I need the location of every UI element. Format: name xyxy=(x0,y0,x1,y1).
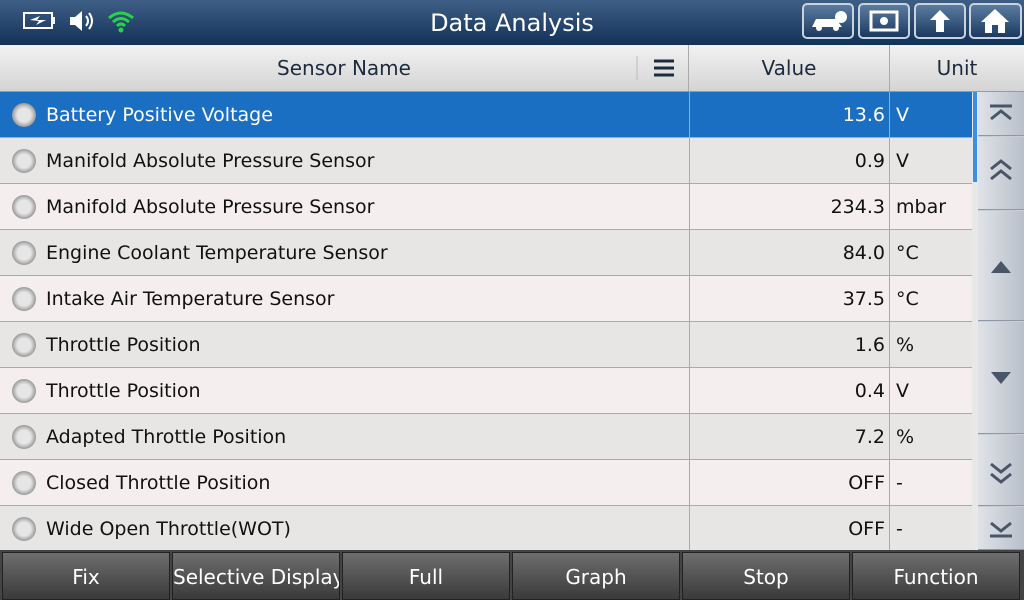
sensor-value: 13.6 xyxy=(689,92,885,137)
sensor-unit: V xyxy=(889,138,972,183)
footer-button[interactable]: Graph xyxy=(512,552,680,600)
footer-button[interactable]: Function xyxy=(852,552,1020,600)
sensor-name: Closed Throttle Position xyxy=(46,472,271,494)
row-radio[interactable] xyxy=(12,195,36,219)
sensor-value: OFF xyxy=(689,460,885,505)
page-down-button[interactable] xyxy=(978,435,1024,506)
scroll-top-button[interactable] xyxy=(978,92,1024,136)
sensor-value: 37.5 xyxy=(689,276,885,321)
sensor-value: 234.3 xyxy=(689,184,885,229)
wifi-icon xyxy=(108,11,134,28)
battery-tip xyxy=(52,17,55,24)
column-header: Unit xyxy=(936,56,978,80)
sensor-value: 84.0 xyxy=(689,230,885,275)
row-radio[interactable] xyxy=(12,517,36,541)
row-radio[interactable] xyxy=(12,333,36,357)
screen-title: Data Analysis xyxy=(430,9,594,37)
column-header: Value xyxy=(689,45,890,91)
sensor-unit: - xyxy=(889,460,972,505)
sensor-name: Adapted Throttle Position xyxy=(46,426,287,448)
sensor-unit: % xyxy=(889,414,972,459)
table-row[interactable]: Battery Positive Voltage 13.6 V xyxy=(0,92,972,138)
sensor-value: OFF xyxy=(689,506,885,551)
sensor-value: 0.4 xyxy=(689,368,885,413)
sensor-unit: mbar xyxy=(889,184,972,229)
scroll-down-button[interactable] xyxy=(978,322,1024,434)
table-row[interactable]: Engine Coolant Temperature Sensor 84.0 °C xyxy=(0,230,972,276)
footer-button[interactable]: Fix xyxy=(2,552,170,600)
footer-button[interactable]: Full xyxy=(342,552,510,600)
table-row[interactable]: Manifold Absolute Pressure Sensor 0.9 V xyxy=(0,138,972,184)
footer-button[interactable]: Selective Display xyxy=(172,552,340,600)
row-radio[interactable] xyxy=(12,241,36,265)
row-radio[interactable] xyxy=(12,103,36,127)
footer-button[interactable]: Stop xyxy=(682,552,850,600)
table-row[interactable]: Throttle Position 1.6% xyxy=(0,322,972,368)
scrollbar-track xyxy=(972,92,978,550)
sensor-name: Manifold Absolute Pressure Sensor xyxy=(46,196,375,218)
sensor-name: Throttle Position xyxy=(46,380,201,402)
row-radio[interactable] xyxy=(12,425,36,449)
sensor-name: Wide Open Throttle(WOT) xyxy=(46,518,291,540)
sensor-unit: V xyxy=(889,368,972,413)
table-row[interactable]: Manifold Absolute Pressure Sensor 234.3 mb… xyxy=(0,184,972,230)
sensor-unit: - xyxy=(889,506,972,551)
scroll-up-button[interactable] xyxy=(978,211,1024,321)
sensor-unit: °C xyxy=(889,276,972,321)
charge-icon xyxy=(30,16,46,25)
sensor-value: 0.9 xyxy=(689,138,885,183)
sensor-value: 7.2 xyxy=(689,414,885,459)
sensor-value: 1.6 xyxy=(689,322,885,367)
table-row[interactable]: Throttle Position 0.4 V xyxy=(0,368,972,414)
vehicle-info-button[interactable] xyxy=(802,3,854,39)
sensor-unit: V xyxy=(889,92,972,137)
row-radio[interactable] xyxy=(12,379,36,403)
row-radio[interactable] xyxy=(12,471,36,495)
sensor-name: Battery Positive Voltage xyxy=(46,104,273,126)
table-row[interactable]: Closed Throttle Position OFF - xyxy=(0,460,972,506)
home-button[interactable] xyxy=(969,3,1022,39)
sensor-name: Manifold Absolute Pressure Sensor xyxy=(46,150,375,172)
speaker-waves xyxy=(85,12,93,30)
print-button[interactable] xyxy=(858,3,910,39)
scroll-buttons xyxy=(978,92,1024,550)
table-row[interactable]: Adapted Throttle Position 7.2% xyxy=(0,414,972,460)
table-row[interactable]: Intake Air Temperature Sensor 37.5 °C xyxy=(0,276,972,322)
row-radio[interactable] xyxy=(12,287,36,311)
sensor-name: Engine Coolant Temperature Sensor xyxy=(46,242,388,264)
page-up-button[interactable] xyxy=(978,137,1024,210)
speaker-icon xyxy=(70,11,82,31)
top-bar: Data Analysis xyxy=(0,0,1024,45)
column-header: Sensor Name xyxy=(0,45,689,91)
row-radio[interactable] xyxy=(12,149,36,173)
sensor-name: Throttle Position xyxy=(46,334,201,356)
column-menu-icon[interactable] xyxy=(636,53,676,83)
sensor-unit: % xyxy=(889,322,972,367)
status-icons xyxy=(23,11,134,33)
scrollbar-thumb xyxy=(973,92,977,182)
scroll-bottom-button[interactable] xyxy=(978,507,1024,550)
table-header: Sensor Name Value Unit xyxy=(0,45,1024,92)
table-row[interactable]: Wide Open Throttle(WOT) OFF - xyxy=(0,506,972,552)
sensor-name: Intake Air Temperature Sensor xyxy=(46,288,335,310)
back-button[interactable] xyxy=(914,3,966,39)
sensor-unit: °C xyxy=(889,230,972,275)
footer-bar: Fix Selective Display Full Graph Stop Functio… xyxy=(0,550,1024,600)
wifi-dot xyxy=(118,27,124,33)
